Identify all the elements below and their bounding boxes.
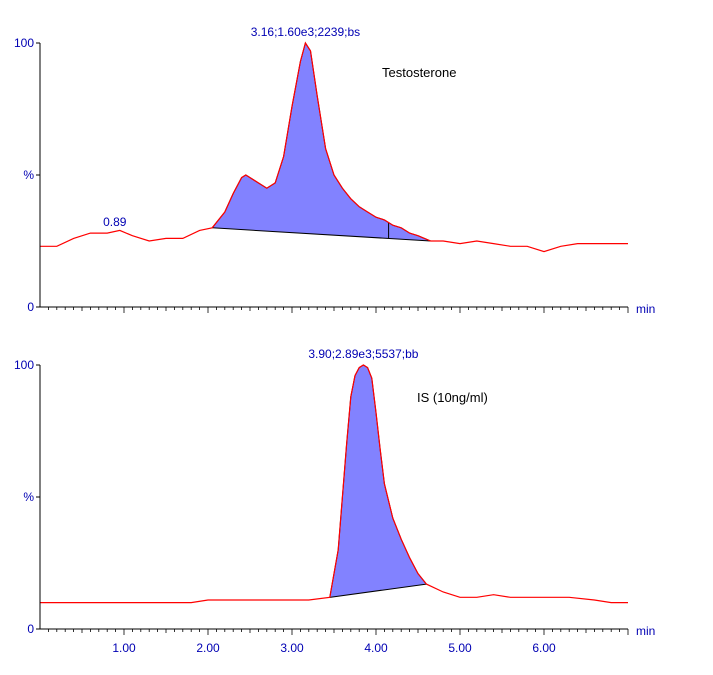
y-tick-label: 100	[14, 358, 34, 372]
x-tick-label: 4.00	[364, 641, 388, 655]
x-axis-unit-label: min	[636, 624, 655, 638]
panel-testosterone: 100% 0 min 3.16;1.60e3;2239;bs 0.89 Testoster…	[14, 25, 655, 316]
y-tick-label: %	[23, 490, 34, 504]
integrated-peak-area	[329, 365, 427, 598]
integration-baseline	[212, 227, 431, 242]
integrated-peak-area	[212, 43, 431, 241]
peak-annotation: 3.16;1.60e3;2239;bs	[251, 25, 360, 39]
peak-annotation: 3.90;2.89e3;5537;bb	[308, 347, 418, 361]
panel-internal-standard: 100% 0 1.00 2.00 3.00 4.00 5.00 6.00 min 3.90;2.8…	[14, 347, 655, 655]
compound-label: Testosterone	[382, 65, 456, 80]
x-tick-label: 3.00	[280, 641, 304, 655]
x-tick-label: 5.00	[448, 641, 472, 655]
x-tick-label: 2.00	[196, 641, 220, 655]
x-tick-label: 6.00	[532, 641, 556, 655]
y-tick-label: 100	[14, 36, 34, 50]
y-tick-label: %	[23, 168, 34, 182]
chromatogram-trace	[40, 41, 628, 253]
x-tick-label: 1.00	[112, 641, 136, 655]
x-axis-unit-label: min	[636, 302, 655, 316]
y-tick-label: 0	[27, 300, 34, 314]
y-tick-label: 0	[27, 622, 34, 636]
chromatogram-trace	[40, 364, 628, 604]
minor-peak-annotation: 0.89	[103, 215, 127, 229]
compound-label: IS (10ng/ml)	[417, 390, 488, 405]
integration-baseline	[329, 583, 427, 598]
